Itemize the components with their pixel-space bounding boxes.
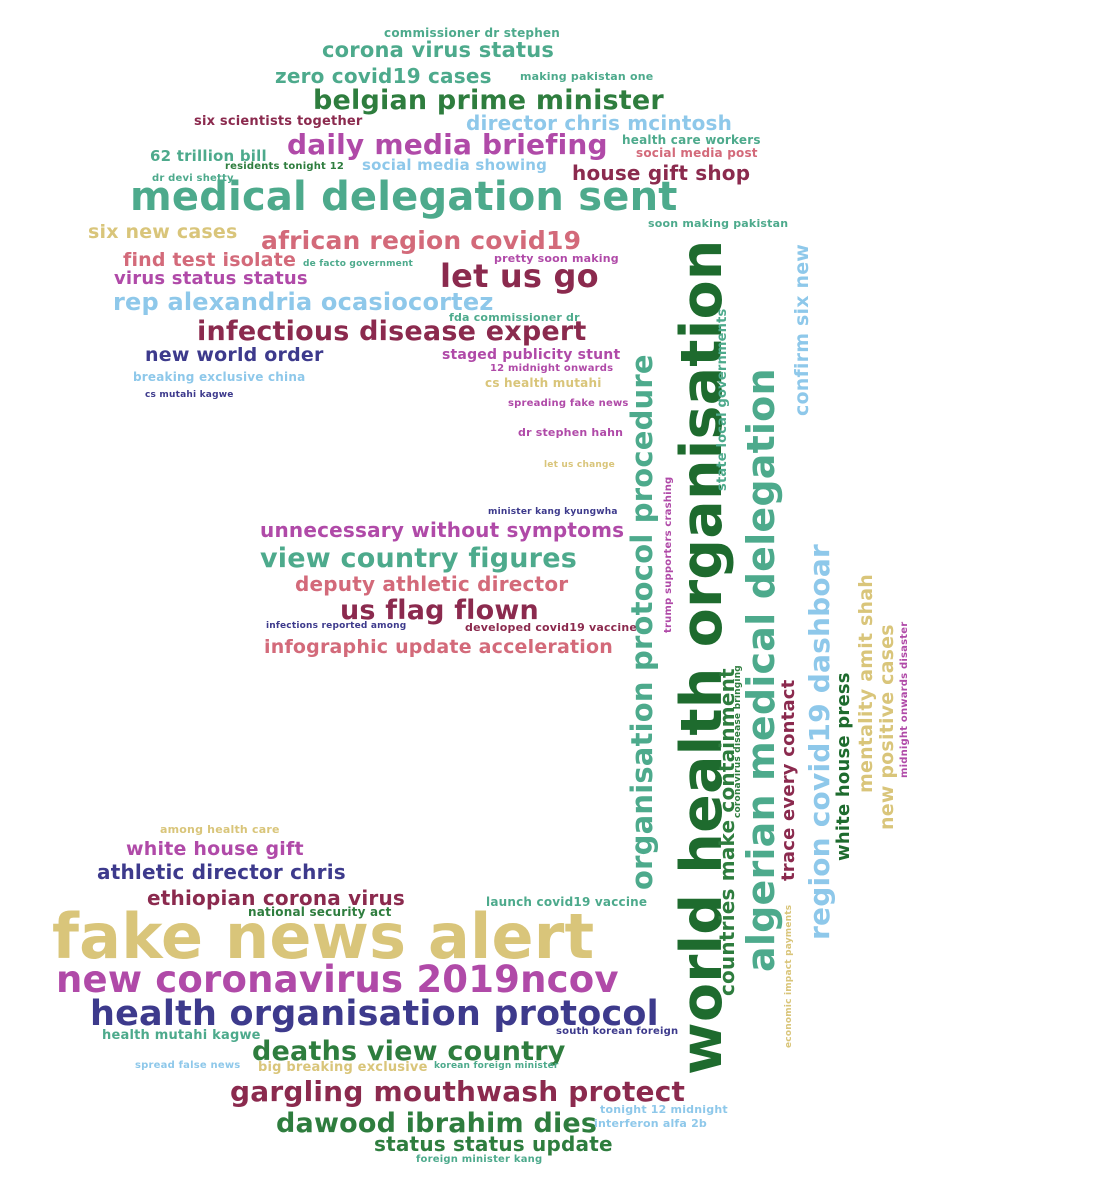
word: among health care (160, 823, 280, 836)
word: let us go (440, 257, 599, 295)
word: rep alexandria ocasiocortez (113, 288, 494, 316)
word-vertical: midnight onwards disaster (899, 621, 910, 778)
word: spreading fake news (508, 398, 629, 409)
word: infographic update acceleration (264, 636, 613, 658)
word: six new cases (88, 221, 238, 243)
word: korean foreign minister (434, 1061, 559, 1071)
word: status status update (374, 1132, 613, 1156)
word-vertical: coronavirus disease bringing (733, 665, 743, 818)
word: african region covid19 (261, 226, 582, 255)
word-vertical: state local governments (715, 308, 730, 492)
word: director chris mcintosh (466, 111, 733, 135)
word: daily media briefing (287, 128, 608, 161)
word: dawood ibrahim dies (276, 1108, 598, 1139)
word-vertical: economic impact payments (784, 904, 794, 1048)
word: 62 trillion bill (150, 147, 267, 165)
word: new world order (145, 344, 324, 366)
word: view country figures (260, 543, 577, 574)
word: de facto government (303, 259, 414, 269)
word: launch covid19 vaccine (486, 895, 648, 909)
word-vertical: organisation protocol procedure (625, 354, 659, 890)
word: making pakistan one (520, 70, 654, 83)
word: ethiopian corona virus (147, 886, 406, 910)
word: medical delegation sent (130, 174, 678, 220)
word: tonight 12 midnight (600, 1103, 728, 1116)
word: cs health mutahi (485, 376, 602, 390)
word: staged publicity stunt (442, 347, 621, 363)
word: minister kang kyungwha (488, 507, 618, 517)
word: interferon alfa 2b (594, 1117, 707, 1130)
word: pretty soon making (494, 252, 619, 265)
word: breaking exclusive china (133, 370, 306, 384)
word: find test isolate (123, 249, 297, 271)
word: social media post (636, 146, 758, 160)
word-vertical: mentality amit shah (855, 573, 877, 793)
word: let us change (544, 460, 615, 470)
word-vertical: confirm six new (791, 243, 813, 416)
word: white house gift (126, 838, 304, 860)
word: dr stephen hahn (518, 426, 624, 439)
word: spread false news (135, 1060, 241, 1071)
word: residents tonight 12 (225, 161, 345, 172)
word: deputy athletic director (295, 572, 569, 596)
word-vertical: region covid19 dashboar (803, 544, 836, 940)
word: national security act (248, 905, 392, 919)
word: unnecessary without symptoms (260, 518, 625, 542)
word: big breaking exclusive (258, 1060, 428, 1075)
word: us flag flown (340, 595, 539, 626)
word-vertical: trump supporters crashing (663, 476, 674, 633)
word: developed covid19 vaccine (465, 621, 638, 634)
word: soon making pakistan (648, 217, 789, 230)
word: health organisation protocol (90, 994, 659, 1034)
word: new coronavirus 2019ncov (56, 958, 619, 1001)
word: zero covid19 cases (275, 64, 492, 88)
word: belgian prime minister (313, 85, 664, 116)
word: infectious disease expert (197, 316, 587, 347)
word: virus status status (114, 268, 308, 289)
word: deaths view country (252, 1036, 566, 1067)
word: house gift shop (572, 161, 751, 185)
word: 12 midnight onwards (490, 363, 614, 374)
word: athletic director chris (97, 860, 346, 884)
word: six scientists together (194, 114, 363, 129)
word-vertical: trace every contact (778, 679, 799, 881)
word-vertical: algerian medical delegation (739, 368, 783, 972)
word: corona virus status (322, 38, 555, 62)
word: cs mutahi kagwe (145, 390, 234, 400)
word: health mutahi kagwe (102, 1028, 261, 1043)
word: fda commissioner dr (449, 311, 580, 324)
word: gargling mouthwash protect (230, 1075, 686, 1108)
word: infections reported among (266, 621, 407, 631)
word: south korean foreign (556, 1026, 679, 1037)
word: social media showing (362, 156, 548, 174)
word: fake news alert (52, 900, 595, 973)
word: commissioner dr stephen (384, 26, 561, 40)
word-vertical: white house press (833, 672, 854, 861)
word: foreign minister kang (416, 1154, 543, 1165)
word-vertical: new positive cases (876, 624, 898, 830)
word: health care workers (622, 133, 761, 147)
word: dr devi shetty (152, 173, 234, 184)
